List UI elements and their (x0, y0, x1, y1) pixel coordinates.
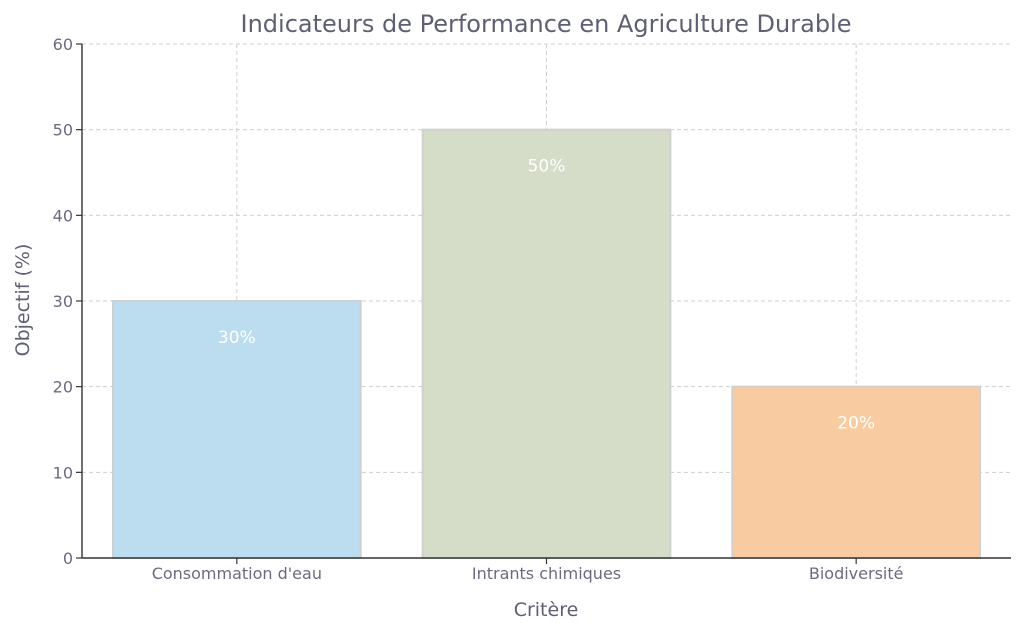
data-label: 20% (837, 414, 875, 434)
y-tick-label: 0 (63, 549, 73, 568)
bar (731, 385, 982, 559)
data-label: 50% (528, 157, 566, 177)
x-tick-label: Consommation d'eau (152, 564, 322, 583)
y-tick-label: 20 (53, 378, 73, 397)
x-tick-label: Intrants chimiques (472, 564, 621, 583)
y-tick-label: 10 (53, 463, 73, 482)
x-tick-label: Biodiversité (809, 564, 904, 583)
y-tick-label: 60 (53, 35, 73, 54)
x-axis-label: Critère (514, 599, 579, 621)
chart-title: Indicateurs de Performance en Agricultur… (241, 10, 852, 38)
y-tick-label: 30 (53, 292, 73, 311)
y-tick-label: 50 (53, 121, 73, 140)
data-label: 30% (218, 328, 256, 348)
y-tick-label: 40 (53, 206, 73, 225)
bar (421, 128, 672, 560)
bar-layer: 30% 50% 20% (111, 128, 982, 560)
axis-layer: 0 10 20 30 40 50 60 Consommation d'eau Intrants … (53, 35, 1011, 583)
y-axis-label: Objectif (%) (12, 244, 34, 357)
